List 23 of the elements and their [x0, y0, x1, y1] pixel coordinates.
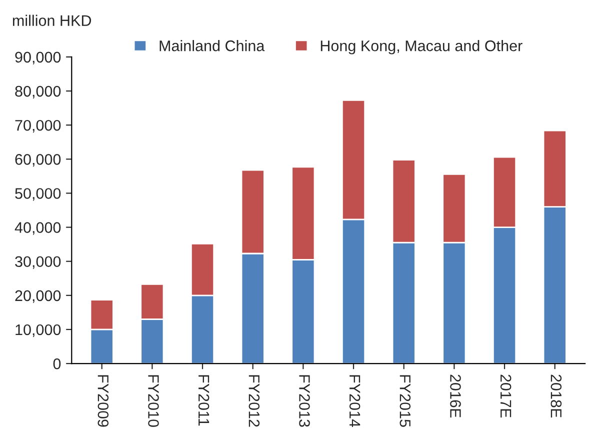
x-tick-label: 2018E — [550, 374, 562, 418]
y-tick-label: 10,000 — [16, 324, 61, 337]
x-tick-label: FY2014 — [349, 375, 360, 428]
y-tick-label: 40,000 — [14, 222, 61, 235]
y-tick-label: 60,000 — [15, 154, 61, 167]
y-tick-label: 90,000 — [15, 52, 61, 64]
x-tick-label: FY2015 — [400, 375, 411, 427]
legend-label: Hong Kong, Macau and Other — [320, 40, 522, 54]
y-tick-label: 20,000 — [15, 290, 61, 303]
x-tick-label: 2016E — [450, 374, 461, 418]
y-tick-label: 50,000 — [15, 188, 61, 201]
x-tick-label: FY2010 — [148, 375, 159, 427]
x-tick-label: FY2012 — [248, 375, 260, 427]
x-tick-label: FY2011 — [198, 375, 210, 426]
y-tick-label: 30,000 — [15, 256, 61, 269]
legend-label: Mainland China — [160, 40, 265, 52]
y-tick-label: 80,000 — [15, 86, 61, 98]
x-tick-label: 2017E — [500, 374, 512, 418]
x-tick-label: FY2013 — [299, 375, 310, 427]
y-tick-label: 70,000 — [15, 120, 61, 133]
x-tick-label: FY2009 — [98, 375, 109, 427]
y-axis-title: million HKD — [12, 14, 92, 26]
y-tick-label: 0 — [53, 358, 61, 370]
